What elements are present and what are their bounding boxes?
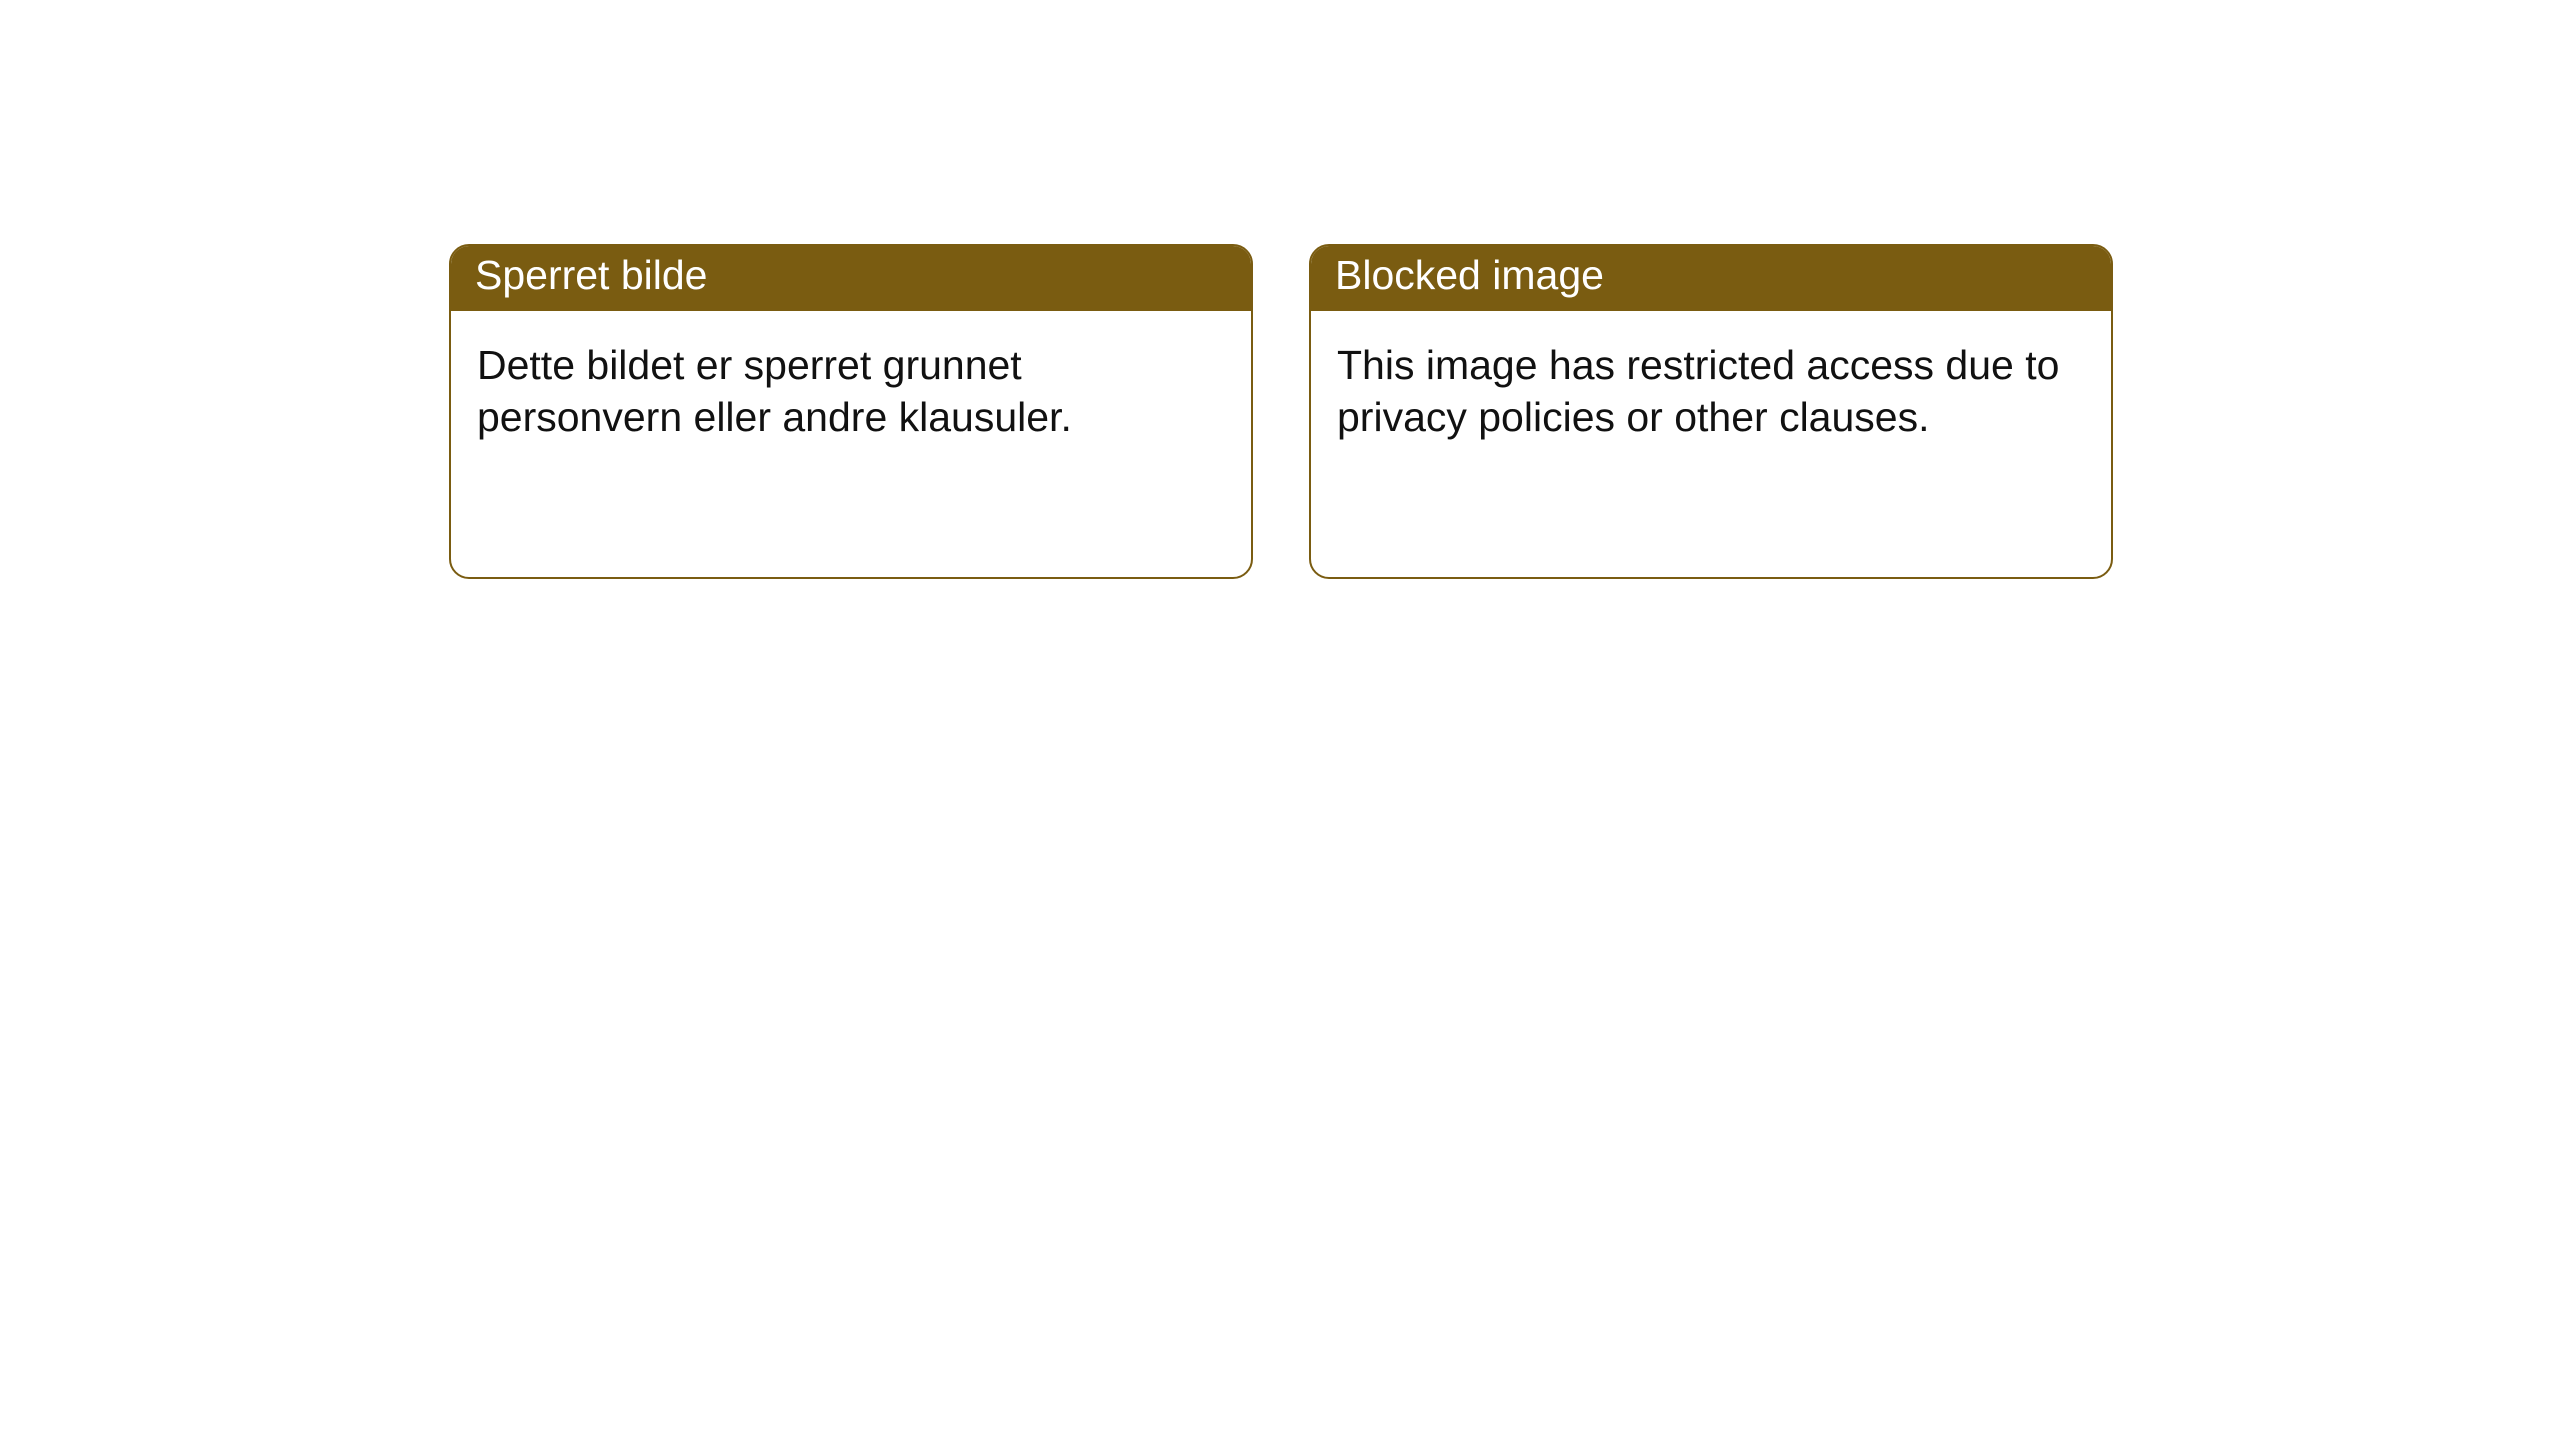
blocked-image-card-no: Sperret bilde Dette bildet er sperret gr… (449, 244, 1253, 579)
card-header-no: Sperret bilde (451, 246, 1251, 311)
notice-cards-row: Sperret bilde Dette bildet er sperret gr… (449, 244, 2113, 579)
card-header-en: Blocked image (1311, 246, 2111, 311)
card-body-no: Dette bildet er sperret grunnet personve… (451, 311, 1251, 463)
blocked-image-card-en: Blocked image This image has restricted … (1309, 244, 2113, 579)
card-body-en: This image has restricted access due to … (1311, 311, 2111, 463)
